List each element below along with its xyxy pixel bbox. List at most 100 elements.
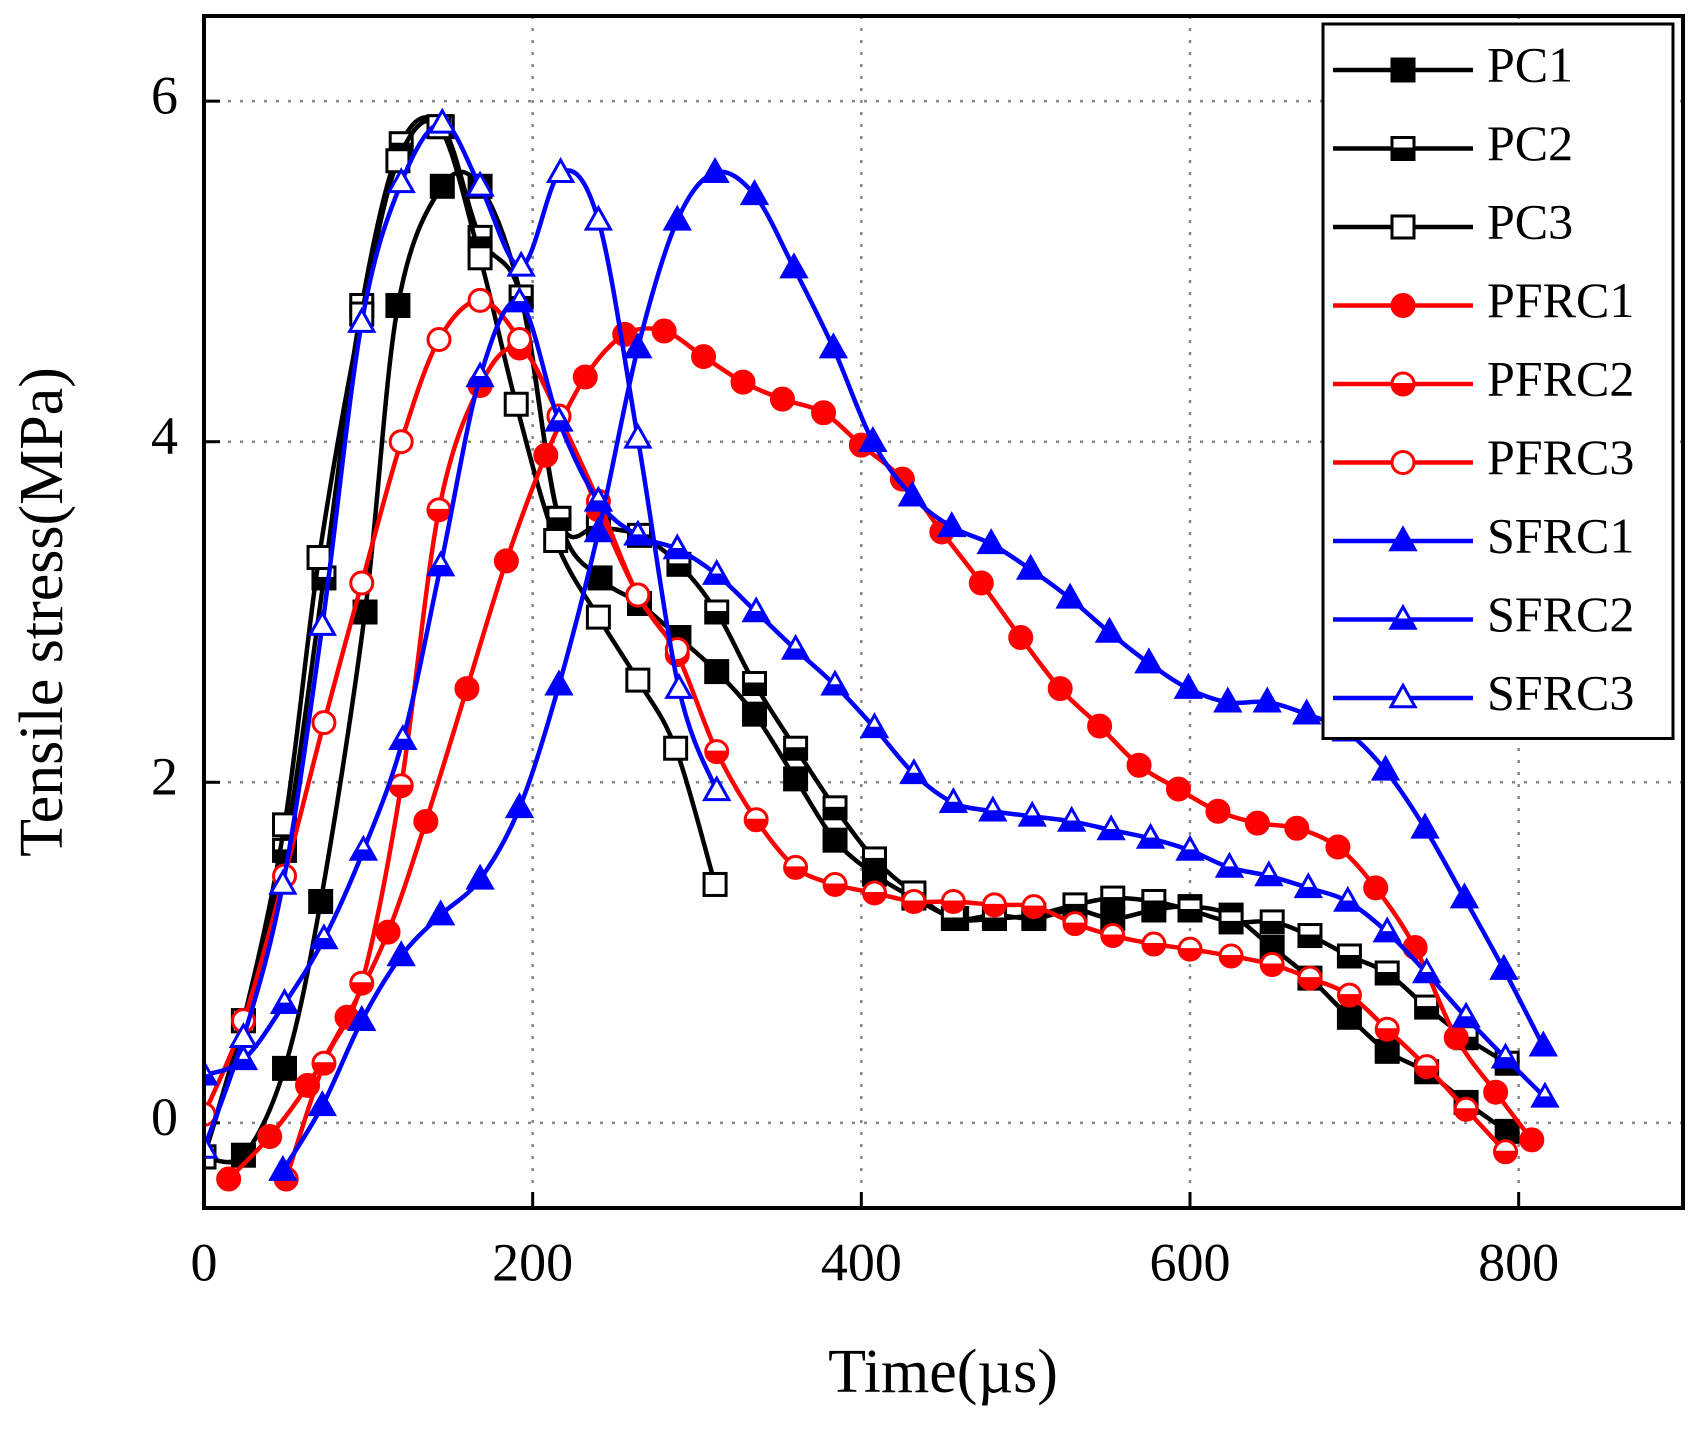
marker-fill (1096, 828, 1126, 840)
marker (1410, 812, 1440, 839)
marker (700, 156, 730, 183)
marker-fill (1530, 1096, 1560, 1108)
marker-fill (1260, 963, 1285, 977)
legend-label: PFRC2 (1487, 350, 1634, 406)
marker (1094, 616, 1125, 643)
marker-fill (941, 917, 966, 931)
marker (1047, 676, 1073, 702)
marker (1483, 1079, 1509, 1105)
marker-fill (584, 500, 613, 512)
legend-label: PC1 (1487, 36, 1573, 92)
marker (583, 516, 614, 543)
marker (375, 919, 401, 945)
marker (1374, 1038, 1400, 1064)
marker-fill (1375, 972, 1400, 986)
marker-fill (783, 747, 808, 761)
marker (585, 604, 611, 630)
marker (1205, 798, 1231, 824)
marker (454, 676, 480, 702)
marker-fill (1260, 920, 1285, 934)
marker-fill (1297, 934, 1322, 948)
marker (465, 170, 495, 197)
series-line (204, 115, 1509, 1158)
marker-fill (1491, 1057, 1520, 1068)
marker (1528, 1030, 1558, 1057)
marker-fill (823, 883, 848, 897)
marker-fill (349, 982, 374, 996)
x-tick-label: 0 (191, 1232, 218, 1292)
marker-fill (1219, 920, 1244, 934)
marker-fill (781, 648, 810, 660)
marker (858, 426, 888, 453)
marker-fill (860, 726, 889, 738)
y-axis-label: Tensile stress(MPa) (8, 367, 76, 857)
marker (623, 422, 653, 449)
marker-fill (862, 891, 887, 905)
marker (1390, 57, 1416, 83)
marker-fill (704, 750, 729, 764)
marker-fill (899, 772, 929, 784)
marker-fill (1294, 886, 1323, 898)
marker (769, 386, 795, 412)
marker-fill (1021, 905, 1046, 919)
marker (1055, 582, 1085, 609)
marker (385, 292, 411, 318)
marker (467, 245, 493, 271)
marker (413, 808, 439, 834)
legend-label: SFRC1 (1487, 507, 1634, 563)
marker-fill (426, 565, 455, 576)
marker-fill (505, 301, 534, 312)
marker (545, 156, 576, 183)
marker (1390, 214, 1416, 240)
marker-fill (1297, 977, 1322, 991)
legend-label: SFRC3 (1487, 664, 1634, 720)
marker (1252, 686, 1282, 713)
marker-fill (311, 1062, 336, 1076)
marker (257, 1123, 283, 1149)
marker-fill (666, 563, 691, 577)
marker (968, 570, 994, 596)
marker-fill (1100, 934, 1125, 948)
marker (822, 827, 848, 853)
marker-fill (1375, 1028, 1400, 1042)
marker (386, 940, 416, 967)
x-axis-label: Time(µs) (828, 1338, 1058, 1406)
marker-fill (309, 937, 339, 949)
marker-fill (623, 534, 653, 546)
y-tick-label: 0 (151, 1087, 178, 1147)
marker (533, 442, 559, 468)
marker (691, 344, 717, 370)
marker (897, 480, 927, 507)
marker (493, 548, 519, 574)
marker (268, 1154, 298, 1181)
marker-fill (1493, 1150, 1518, 1164)
marker (1284, 815, 1310, 841)
y-tick-label: 2 (151, 747, 178, 807)
marker-fill (939, 801, 968, 813)
legend-label: PFRC1 (1487, 272, 1634, 328)
marker (272, 1055, 298, 1081)
marker (1388, 682, 1418, 709)
marker-fill (544, 420, 574, 432)
marker-fill (1388, 618, 1418, 630)
marker (543, 527, 569, 553)
marker (347, 1004, 377, 1031)
marker (742, 701, 768, 727)
marker (811, 400, 837, 426)
plot-area (204, 107, 1560, 1192)
marker (572, 364, 598, 390)
marker (544, 669, 574, 696)
marker (307, 1090, 337, 1117)
marker (467, 287, 493, 313)
marker-fill (1219, 954, 1244, 968)
series-line (204, 298, 680, 1116)
marker-fill (663, 547, 692, 559)
marker-fill (1412, 972, 1441, 983)
marker-fill (388, 738, 418, 750)
marker-fill (1141, 943, 1166, 956)
legend-label: SFRC2 (1487, 586, 1634, 642)
marker (268, 868, 298, 895)
marker-fill (1414, 1006, 1439, 1020)
marker (204, 1132, 219, 1159)
